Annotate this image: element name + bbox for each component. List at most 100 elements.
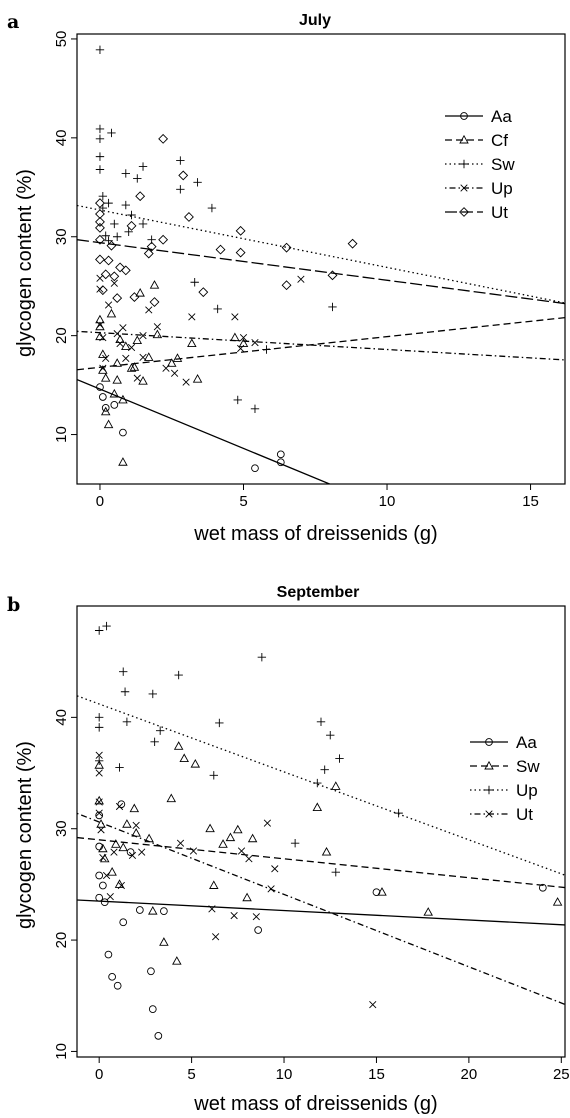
y-tick-label: 10 xyxy=(53,1043,70,1060)
data-point-up xyxy=(110,279,118,287)
data-point-ut xyxy=(117,881,125,890)
data-point-aa xyxy=(95,842,104,851)
legend-symbol-up xyxy=(484,785,494,795)
panel-letter-b: b xyxy=(7,594,20,616)
data-point-up xyxy=(102,354,110,363)
data-point-ut xyxy=(95,769,103,777)
data-point-up xyxy=(316,717,326,727)
data-point-ut xyxy=(95,254,105,265)
y-axis-label-july: glycogen content (%) xyxy=(14,169,36,357)
data-points-september xyxy=(94,621,563,1040)
data-point-sw xyxy=(111,839,121,848)
data-point-up xyxy=(239,334,248,342)
data-point-up xyxy=(139,332,147,340)
data-point-sw xyxy=(172,956,182,965)
data-point-up xyxy=(150,737,159,747)
data-point-cf xyxy=(100,406,111,416)
data-point-ut xyxy=(95,751,103,759)
data-point-ut xyxy=(189,847,198,855)
data-point-ut xyxy=(369,1001,377,1009)
data-point-ut xyxy=(112,293,123,304)
data-point-aa xyxy=(95,871,104,880)
data-point-up xyxy=(94,723,104,732)
data-point-ut xyxy=(138,848,146,856)
data-point-up xyxy=(237,344,245,353)
data-point-ut xyxy=(115,802,124,811)
data-point-aa xyxy=(104,950,113,959)
data-point-up xyxy=(335,754,344,763)
data-point-up xyxy=(94,756,104,765)
data-point-ut xyxy=(95,209,105,219)
data-point-cf xyxy=(166,358,177,367)
data-point-sw xyxy=(377,887,387,896)
data-point-up xyxy=(331,867,340,877)
data-point-up xyxy=(182,378,190,386)
plot-frame-september xyxy=(76,605,566,1058)
data-point-cf xyxy=(103,419,114,429)
data-point-up xyxy=(115,763,124,772)
data-point-sw xyxy=(94,795,104,805)
regression-lines-september xyxy=(77,695,565,1006)
legend-label-sw: Sw xyxy=(491,155,515,174)
data-point-cf xyxy=(138,376,148,385)
data-point-sw xyxy=(95,45,105,55)
data-point-cf xyxy=(172,353,183,362)
data-point-up xyxy=(104,301,113,309)
data-point-ut xyxy=(102,871,111,880)
data-point-up xyxy=(297,275,305,283)
data-point-up xyxy=(122,354,130,363)
data-point-cf xyxy=(95,331,105,341)
data-point-up xyxy=(174,670,183,680)
data-point-up xyxy=(231,313,239,321)
data-point-ut xyxy=(158,234,169,245)
data-point-aa xyxy=(98,393,107,401)
data-point-up xyxy=(290,838,300,848)
data-point-up xyxy=(155,726,165,735)
data-point-sw xyxy=(233,395,242,405)
data-point-ut xyxy=(97,826,105,834)
data-point-ut xyxy=(95,198,105,209)
panel-letter-a: a xyxy=(7,11,19,33)
data-point-ut xyxy=(237,847,246,855)
data-point-cf xyxy=(118,457,128,466)
data-point-ut xyxy=(235,247,246,258)
data-point-sw xyxy=(190,278,199,287)
data-point-aa xyxy=(113,981,122,990)
data-point-sw xyxy=(218,839,228,848)
data-point-sw xyxy=(101,231,110,240)
legend-symbol-ut xyxy=(485,810,493,818)
data-point-sw xyxy=(321,846,332,856)
data-point-sw xyxy=(209,880,219,889)
data-point-aa xyxy=(251,464,259,473)
data-point-ut xyxy=(178,170,189,181)
x-tick-label: 0 xyxy=(96,493,104,510)
regression-line-up xyxy=(77,330,565,361)
data-point-sw xyxy=(423,907,433,916)
legend-symbol-aa xyxy=(485,738,493,746)
data-point-up xyxy=(120,687,130,696)
chart-title-september: September xyxy=(277,584,360,601)
regression-line-aa xyxy=(77,899,565,926)
data-point-sw xyxy=(213,304,222,314)
data-point-up xyxy=(116,339,124,348)
data-point-sw xyxy=(98,191,108,201)
legend-label-up: Up xyxy=(516,781,538,800)
legend-label-aa: Aa xyxy=(516,733,537,752)
data-point-ut xyxy=(115,262,125,273)
regression-line-ut xyxy=(77,812,565,1006)
data-point-sw xyxy=(173,741,184,750)
legend-symbol-aa xyxy=(460,112,468,120)
data-point-aa xyxy=(126,848,135,856)
data-point-sw xyxy=(121,200,130,210)
data-point-up xyxy=(96,321,104,329)
data-point-cf xyxy=(152,329,163,339)
data-point-sw xyxy=(104,198,113,208)
data-point-sw xyxy=(552,897,563,906)
y-tick-label: 20 xyxy=(53,327,70,344)
x-tick-label: 5 xyxy=(187,1066,195,1083)
data-point-aa xyxy=(119,428,127,437)
data-point-cf xyxy=(121,341,131,350)
data-point-ut xyxy=(97,285,108,296)
data-point-sw xyxy=(242,892,252,902)
y-tick-label: 40 xyxy=(53,709,70,726)
